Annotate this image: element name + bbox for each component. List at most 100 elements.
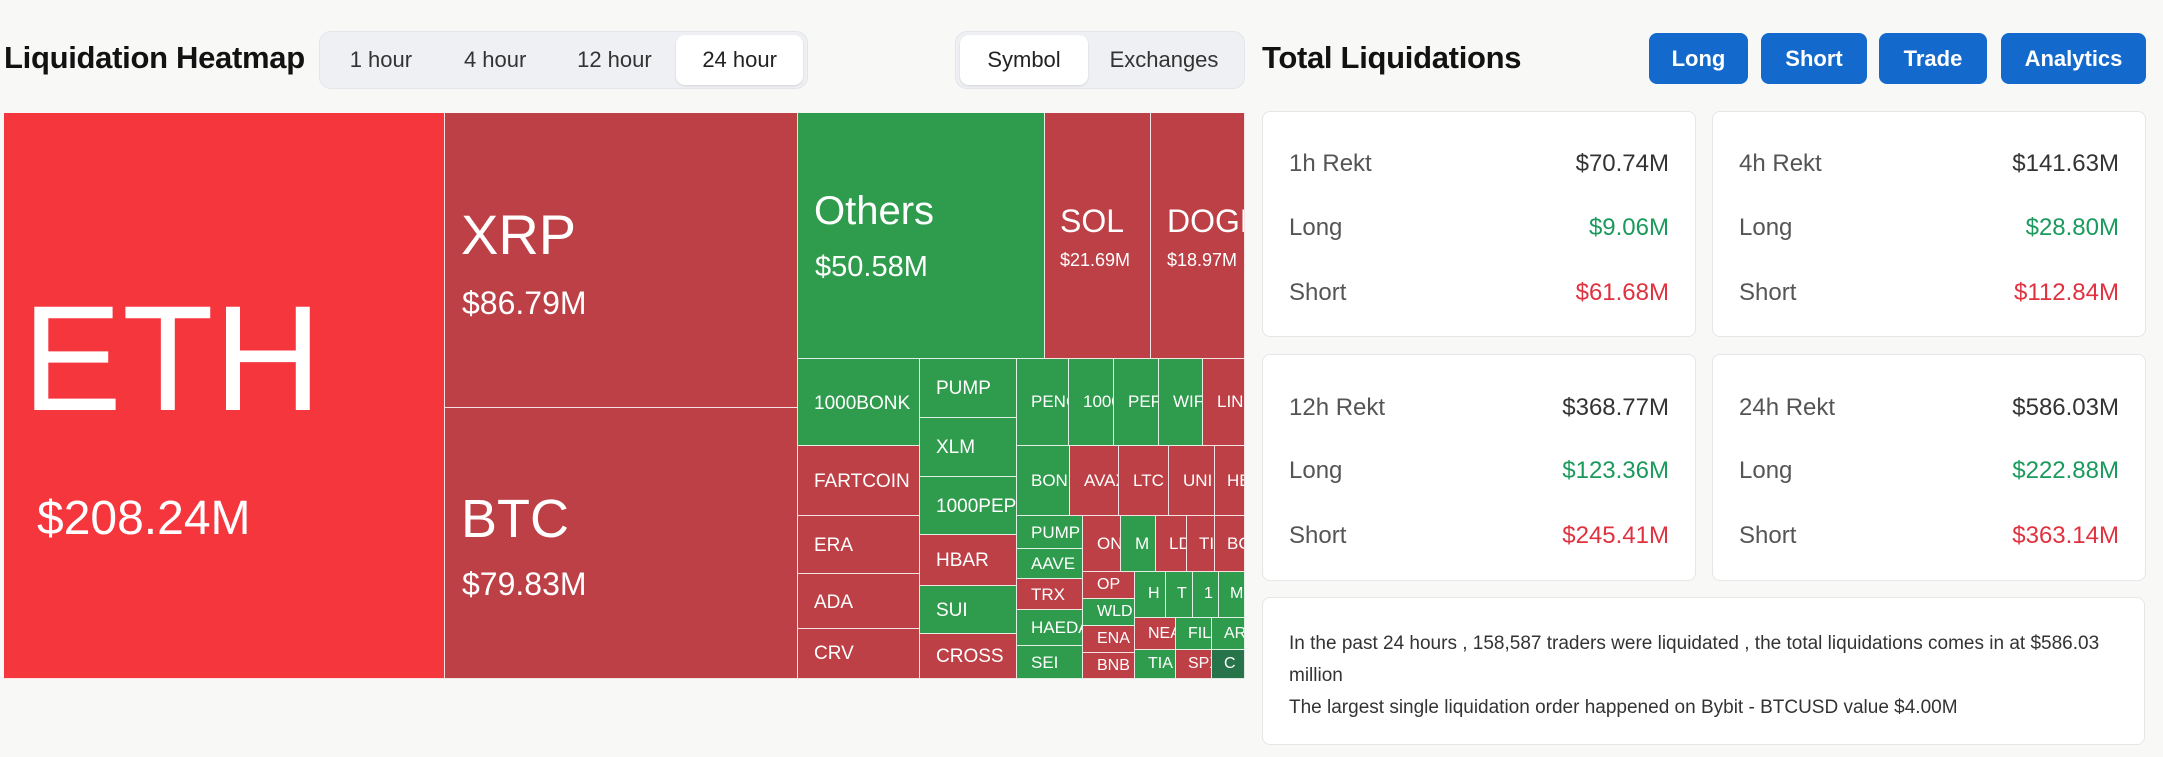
heatmap-tile-btc[interactable]: BTC $79.83M — [445, 408, 798, 679]
heatmap-tile-eth[interactable]: ETH $208.24M — [4, 113, 445, 679]
heatmap-tile-small[interactable]: M — [1219, 572, 1245, 618]
heatmap-tile-small[interactable]: LINK — [1203, 359, 1245, 446]
heatmap-tile-small[interactable]: SEI — [1017, 646, 1083, 679]
heatmap-tile-small[interactable]: WIF — [1159, 359, 1203, 446]
trade-button[interactable]: Trade — [1879, 33, 1987, 84]
heatmap-tile-xrp[interactable]: XRP $86.79M — [445, 113, 798, 408]
heatmap-tile-small[interactable]: FARTCOIN — [798, 446, 920, 516]
short-label: Short — [1739, 279, 1797, 306]
heatmap-tile-small[interactable]: M — [1121, 516, 1156, 572]
tile-symbol: M — [1230, 585, 1244, 602]
card-total: $586.03M — [2012, 394, 2119, 421]
tab-4-hour[interactable]: 4 hour — [463, 47, 527, 72]
tile-symbol: ENA — [1097, 630, 1130, 647]
short-value: $61.68M — [1575, 279, 1669, 306]
heatmap-tile-small[interactable]: 1 — [1193, 572, 1219, 618]
long-label: Long — [1289, 457, 1343, 484]
heatmap-tile-small[interactable]: HBAR — [1215, 446, 1245, 516]
tile-symbol: ETH — [22, 274, 322, 442]
long-label: Long — [1739, 214, 1793, 241]
card-total: $368.77M — [1562, 394, 1669, 421]
tab-12-hour[interactable]: 12 hour — [577, 47, 652, 72]
long-value: $28.80M — [2025, 214, 2119, 241]
heatmap-tile-small[interactable]: 1000 — [1069, 359, 1114, 446]
heatmap-tile-small[interactable]: H — [1135, 572, 1166, 618]
heatmap-tile-small[interactable]: FIL — [1176, 618, 1212, 650]
short-button[interactable]: Short — [1761, 33, 1867, 84]
heatmap-tile-small[interactable]: WLD — [1083, 599, 1135, 626]
heatmap-tile-others[interactable]: Others $50.58M — [798, 113, 1045, 359]
tile-symbol: LINK — [1217, 392, 1244, 411]
tab-1-hour[interactable]: 1 hour — [349, 47, 413, 72]
heatmap-tile-small[interactable]: SPX — [1176, 650, 1212, 679]
heatmap-tile-small[interactable]: ADA — [798, 574, 920, 629]
heatmap-tile-small[interactable]: AR — [1212, 618, 1245, 650]
heatmap-tile-small[interactable]: TIA — [1187, 516, 1215, 572]
heatmap-tile-small[interactable]: PUMP — [920, 359, 1017, 418]
tab-exchanges[interactable]: Exchanges — [1109, 47, 1219, 72]
tile-symbol: 1000 — [1083, 392, 1113, 411]
heatmap-tile-small[interactable]: TRX — [1017, 579, 1083, 610]
card-title: 12h Rekt — [1289, 394, 1386, 421]
heatmap-tile-small[interactable]: HBAR — [920, 535, 1017, 586]
heatmap-tile-small[interactable]: C — [1212, 650, 1245, 679]
heatmap-tile-small[interactable]: HAEDAL — [1017, 610, 1083, 646]
heatmap-tile-small[interactable]: ONDO — [1083, 516, 1121, 572]
heatmap-tile-small[interactable]: UNI — [1169, 446, 1215, 516]
tile-symbol: BCH — [1227, 534, 1244, 553]
heatmap-tile-small[interactable]: OP — [1083, 572, 1135, 599]
tab-symbol[interactable]: Symbol — [960, 35, 1088, 85]
tile-symbol: NEAR — [1148, 625, 1175, 642]
tile-symbol: CROSS — [936, 646, 1004, 667]
heatmap-tile-sol[interactable]: SOL $21.69M — [1045, 113, 1151, 359]
long-button[interactable]: Long — [1649, 33, 1748, 84]
heatmap-tile-small[interactable]: TIA — [1135, 650, 1176, 679]
heatmap-tile-small[interactable]: PEPE — [1114, 359, 1159, 446]
tile-symbol: CRV — [814, 643, 854, 664]
heatmap-tile-small[interactable]: PUMP — [1017, 516, 1083, 549]
heatmap-tile-small[interactable]: XLM — [920, 418, 1017, 477]
tile-symbol: HBAR — [1227, 471, 1244, 490]
tile-symbol: T — [1177, 585, 1187, 602]
tile-symbol: SOL — [1060, 203, 1125, 239]
summary-line-1: In the past 24 hours , 158,587 traders w… — [1289, 633, 2100, 686]
heatmap-tile-small[interactable]: LDO — [1156, 516, 1187, 572]
heatmap-tile-small[interactable]: 1000PEPE — [920, 477, 1017, 535]
tab-24-hour[interactable]: 24 hour — [676, 35, 803, 85]
heatmap-tile-small[interactable]: PENGU — [1017, 359, 1069, 446]
tile-symbol: OP — [1097, 576, 1121, 593]
tile-symbol: SEI — [1031, 653, 1059, 672]
tile-symbol: FIL — [1188, 625, 1212, 642]
heatmap-tile-small[interactable]: CRV — [798, 629, 920, 679]
heatmap-tile-small[interactable]: ENA — [1083, 626, 1135, 653]
heatmap-tile-small[interactable]: AAVE — [1017, 549, 1083, 579]
heatmap-tile-small[interactable]: LTC — [1119, 446, 1169, 516]
card-title: 1h Rekt — [1289, 150, 1372, 177]
tile-symbol: XRP — [461, 203, 577, 266]
tile-symbol: AR — [1224, 625, 1245, 642]
tile-symbol: 1000PEPE — [936, 496, 1017, 517]
tile-symbol: AAVE — [1031, 554, 1076, 573]
long-value: $123.36M — [1562, 457, 1669, 484]
tile-symbol: BONK — [1031, 471, 1069, 490]
tile-symbol: 1000BONK — [814, 393, 911, 414]
tile-symbol: PUMP — [936, 378, 991, 399]
analytics-button[interactable]: Analytics — [2001, 33, 2146, 84]
heatmap-tile-small[interactable]: ERA — [798, 516, 920, 574]
heatmap-tile-small[interactable]: SUI — [920, 586, 1017, 634]
tile-symbol: PUMP — [1031, 523, 1081, 542]
long-value: $9.06M — [1588, 214, 1669, 241]
heatmap-tile-small[interactable]: BCH — [1215, 516, 1245, 572]
card-total: $70.74M — [1575, 150, 1669, 177]
heatmap-tile-small[interactable]: AVAX — [1070, 446, 1119, 516]
heatmap-tile-small[interactable]: T — [1166, 572, 1193, 618]
heatmap-tile-small[interactable]: NEAR — [1135, 618, 1176, 650]
heatmap-tile-small[interactable]: BNB — [1083, 653, 1135, 679]
heatmap-tile-small[interactable]: 1000BONK — [798, 359, 920, 446]
liquidation-summary: In the past 24 hours , 158,587 traders w… — [1262, 597, 2145, 745]
heatmap-tile-small[interactable]: CROSS — [920, 634, 1017, 679]
tile-value: $50.58M — [815, 251, 928, 283]
heatmap-tile-small[interactable]: BONK — [1017, 446, 1070, 516]
tile-symbol: M — [1135, 534, 1150, 553]
heatmap-tile-doge[interactable]: DOGE $18.97M — [1151, 113, 1245, 359]
